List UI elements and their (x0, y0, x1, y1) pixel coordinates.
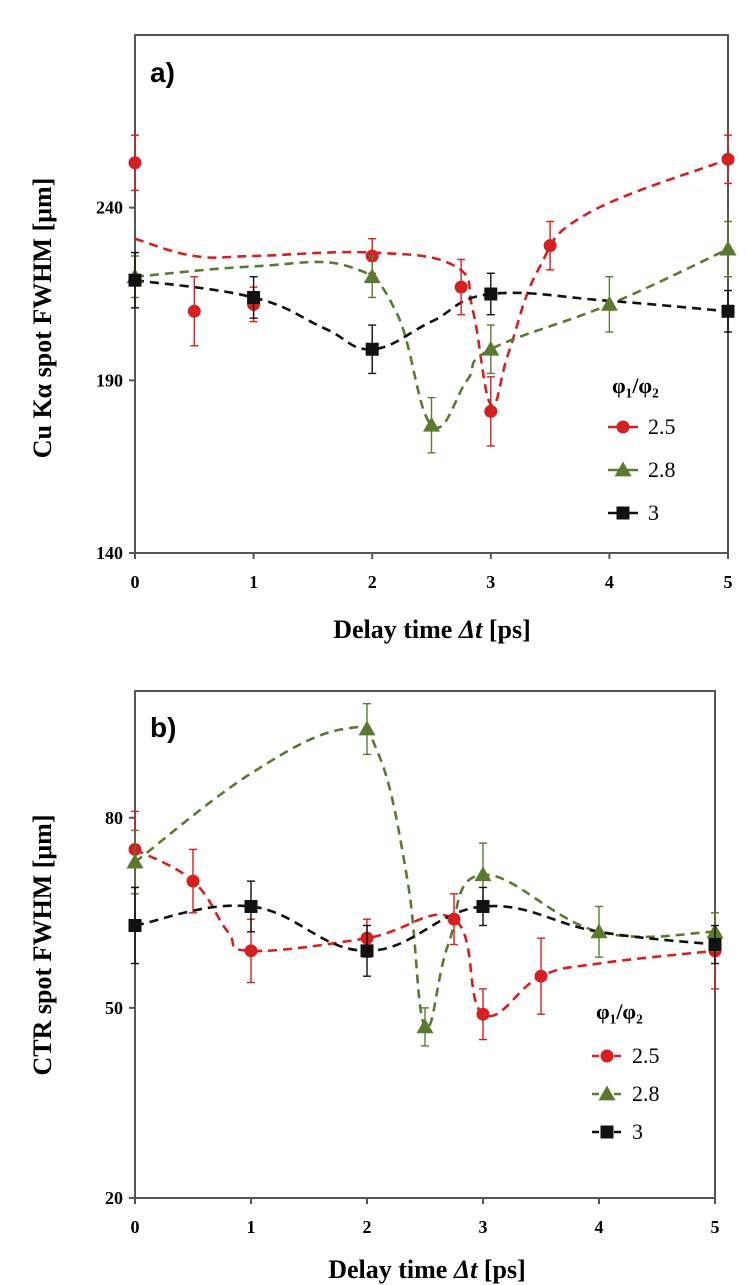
chart-panel-a: a) Delay time Δt [ps] Cu Kα spot FWHM [μ… (28, 34, 737, 644)
legend-label-3: 3 (648, 500, 659, 525)
data-point-2.8 (590, 923, 608, 939)
legend-label-2.5: 2.5 (648, 414, 676, 439)
data-point-2.8 (423, 416, 440, 432)
legend-title-a: φ₁/φ₂ (612, 373, 659, 398)
data-point-3 (708, 938, 722, 951)
plot-frame-b (134, 690, 716, 1199)
x-tick-label: 0 (131, 1217, 140, 1237)
y-tick-label: 240 (96, 198, 123, 218)
x-tick-label: 4 (595, 1217, 604, 1237)
y-tick-label: 190 (96, 370, 123, 390)
data-point-2.5 (447, 912, 461, 926)
data-point-2.8 (363, 268, 381, 284)
series-marks-a (126, 134, 737, 454)
x-axis-label-a: Delay time Δt [ps] (333, 615, 531, 644)
data-point-2.5 (721, 152, 735, 166)
x-tick-label: 3 (479, 1217, 488, 1237)
ticks-b: 0 1 2 3 4 5 20 50 80 (105, 808, 720, 1237)
legend-marker-2.5 (600, 1049, 614, 1063)
series-curve-2.5 (134, 158, 729, 408)
data-point-2.5 (186, 874, 200, 888)
legend-marker-2.8 (614, 461, 632, 477)
data-point-2.5 (244, 944, 258, 958)
data-point-2.8 (600, 295, 618, 311)
x-axis-label-b: Delay time Δt [ps] (328, 1255, 526, 1284)
data-point-2.8 (126, 853, 144, 869)
legend-a: φ₁/φ₂ 2.5 2.8 3 (608, 373, 676, 525)
legend-label-3: 3 (632, 1119, 643, 1144)
data-point-2.8 (482, 340, 500, 356)
x-tick-label: 5 (724, 572, 733, 592)
y-tick-label: 140 (96, 543, 123, 563)
legend-marker-2.5 (616, 420, 630, 434)
series-curve-2.8 (134, 247, 729, 430)
series-curve-3 (134, 904, 716, 953)
legend-marker-2.8 (598, 1085, 616, 1101)
data-point-2.5 (128, 156, 142, 170)
legend-marker-3 (616, 506, 630, 520)
legend-b: φ₁/φ₂ 2.5 2.8 3 (592, 999, 660, 1144)
ticks-a: 0 1 2 3 4 5 140 190 240 (96, 198, 733, 592)
y-axis-label-b: CTR spot FWHM [μm] (28, 815, 57, 1076)
data-point-2.8 (416, 1018, 434, 1034)
x-tick-label: 0 (131, 572, 140, 592)
data-point-3 (484, 287, 498, 301)
x-tick-label: 2 (363, 1217, 372, 1237)
data-point-2.5 (484, 404, 498, 418)
plot-frame-a (134, 34, 729, 554)
data-point-3 (244, 899, 258, 913)
data-point-2.5 (543, 239, 557, 253)
series-curves-b (134, 725, 716, 1030)
data-point-2.8 (358, 720, 376, 736)
data-point-3 (721, 304, 735, 318)
y-tick-label: 50 (105, 998, 123, 1018)
legend-title-b: φ₁/φ₂ (596, 999, 643, 1024)
y-tick-label: 20 (105, 1188, 123, 1208)
x-tick-label: 1 (249, 572, 258, 592)
series-curve-2.8 (134, 725, 716, 1030)
series-marks-b (126, 702, 724, 1047)
data-point-2.5 (534, 969, 548, 983)
y-tick-label: 80 (105, 808, 123, 828)
data-point-2.8 (719, 240, 737, 256)
data-point-3 (128, 918, 142, 932)
panel-label-b: b) (150, 712, 176, 743)
data-point-3 (365, 342, 379, 356)
data-point-3 (128, 273, 142, 287)
x-tick-label: 5 (711, 1217, 720, 1237)
legend-marker-3 (600, 1125, 614, 1139)
x-tick-label: 1 (247, 1217, 256, 1237)
panel-label-a: a) (150, 57, 175, 88)
data-point-2.5 (476, 1007, 490, 1021)
legend-label-2.8: 2.8 (648, 457, 676, 482)
legend-label-2.5: 2.5 (632, 1043, 660, 1068)
data-point-2.5 (454, 280, 468, 294)
y-axis-label-a: Cu Kα spot FWHM [μm] (28, 178, 57, 459)
x-tick-label: 2 (368, 572, 377, 592)
x-tick-label: 4 (605, 572, 614, 592)
series-curve-2.5 (134, 848, 716, 1018)
chart-panel-b: b) Delay time Δt [ps] CTR spot FWHM [μm]… (28, 690, 724, 1284)
x-tick-label: 3 (486, 572, 495, 592)
data-point-2.5 (187, 304, 201, 318)
data-point-3 (476, 899, 490, 913)
legend-label-2.8: 2.8 (632, 1081, 660, 1106)
data-point-3 (360, 944, 374, 958)
data-point-3 (247, 290, 261, 304)
data-point-2.8 (474, 866, 492, 882)
